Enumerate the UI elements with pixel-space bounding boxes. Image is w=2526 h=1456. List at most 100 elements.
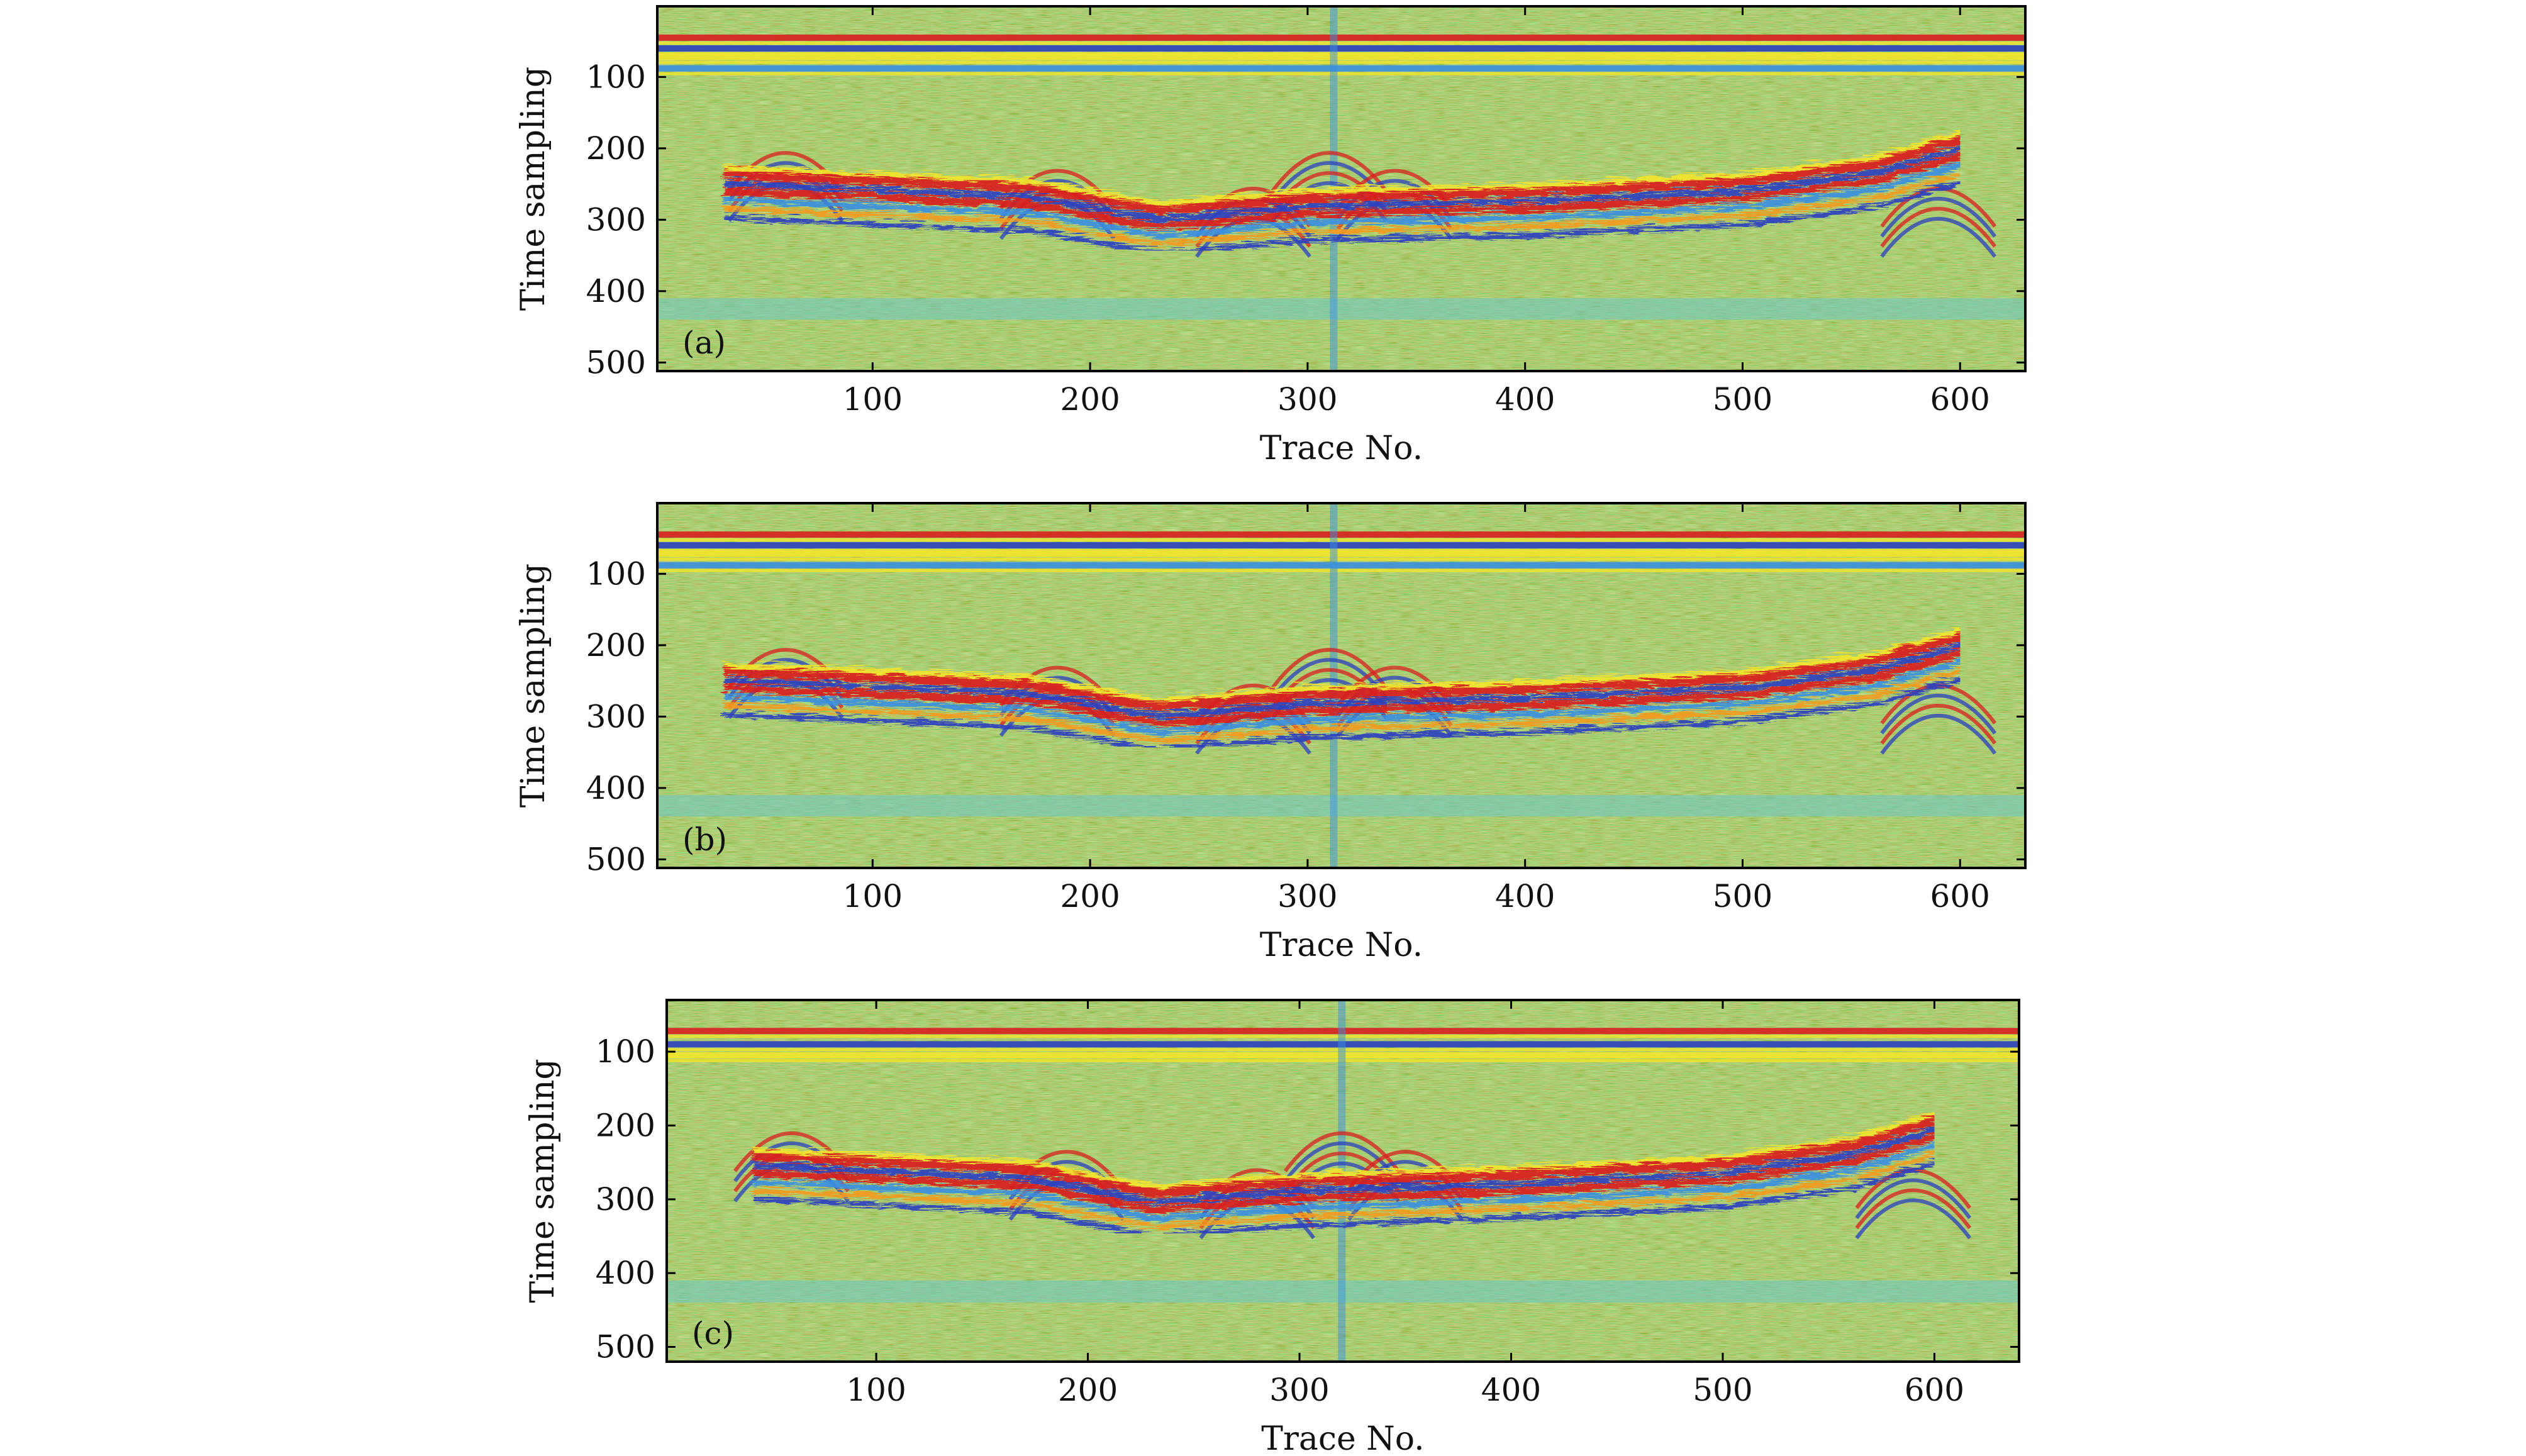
panel-0: 100 200 300 400 500 600 100 200 300 400 500 Trace N… — [515, 5, 2027, 467]
y-tick-label: 100 — [586, 555, 646, 592]
reflector-layer — [720, 126, 1961, 205]
direct-wave-band — [657, 557, 2025, 561]
x-tick-label: 200 — [1060, 381, 1120, 418]
direct-wave-band — [657, 65, 2025, 72]
main-reflector — [720, 623, 1962, 750]
x-tick-label: 100 — [843, 878, 903, 914]
y-tick-label: 300 — [586, 698, 646, 735]
x-tick-label: 300 — [1277, 381, 1337, 418]
x-tick-label: 200 — [1058, 1372, 1118, 1408]
x-tick-label: 500 — [1713, 878, 1772, 914]
reflector-layer — [720, 638, 1961, 717]
x-tick-label: 400 — [1495, 381, 1555, 418]
direct-wave-band — [657, 41, 2025, 45]
x-tick-label: 600 — [1930, 381, 1990, 418]
heatmap-area — [657, 503, 2025, 868]
direct-wave-band — [657, 562, 2025, 569]
reflector-layer — [748, 1122, 1935, 1203]
x-tick-label: 400 — [1481, 1372, 1541, 1408]
x-axis-label: Trace No. — [1261, 1420, 1424, 1456]
y-tick-label: 200 — [586, 130, 646, 167]
low-amplitude-band — [657, 298, 2025, 320]
direct-wave-band — [657, 542, 2025, 548]
reflector-layer — [749, 1157, 1935, 1236]
y-tick-label: 400 — [596, 1255, 655, 1291]
reflector-layer — [720, 664, 1961, 742]
diffraction-hyperbola — [1880, 187, 1997, 228]
y-tick-label: 100 — [596, 1033, 655, 1070]
x-tick-label: 200 — [1060, 878, 1120, 914]
x-tick-label: 400 — [1495, 878, 1555, 914]
y-axis-label: Time sampling — [515, 564, 552, 808]
diffraction-hyperbola — [1283, 1142, 1400, 1182]
heatmap-area — [667, 1000, 2019, 1362]
x-tick-label: 600 — [1905, 1372, 1964, 1408]
x-tick-label: 300 — [1277, 878, 1337, 914]
reflector-layer — [720, 176, 1961, 253]
y-tick-label: 100 — [586, 58, 646, 95]
direct-wave-band — [657, 53, 2025, 60]
panel-label: (b) — [682, 821, 727, 858]
direct-wave-band — [657, 531, 2025, 538]
y-axis-label: Time sampling — [515, 67, 552, 311]
diffraction-hyperbola — [1880, 684, 1997, 725]
panel-label: (a) — [682, 325, 726, 361]
main-reflector — [720, 126, 1962, 253]
diffraction-hyperbola — [1880, 694, 1997, 735]
direct-wave-band — [657, 60, 2025, 64]
y-tick-label: 400 — [586, 770, 646, 806]
x-axis-label: Trace No. — [1260, 926, 1423, 964]
diffraction-hyperbola — [1855, 1168, 1972, 1209]
reflector-layer — [720, 131, 1962, 213]
diffraction-hyperbola — [1855, 1198, 1972, 1240]
y-tick-label: 500 — [586, 841, 646, 877]
diffraction-hyperbola — [1855, 1188, 1972, 1230]
direct-wave-band — [657, 72, 2025, 75]
y-tick-label: 300 — [596, 1181, 655, 1218]
reflector-layer — [748, 1112, 1936, 1195]
reflector-layer — [748, 1129, 1936, 1211]
x-tick-label: 100 — [843, 381, 903, 418]
reflector-layer — [748, 1138, 1935, 1219]
reflector-layer — [720, 655, 1961, 733]
y-tick-label: 200 — [586, 627, 646, 664]
x-tick-label: 600 — [1930, 878, 1990, 914]
y-tick-label: 500 — [596, 1329, 655, 1365]
diffraction-hyperbola — [1271, 151, 1388, 192]
plot-frame — [656, 502, 2027, 869]
reflector-layer — [720, 142, 1961, 220]
diffraction-hyperbola — [1271, 648, 1388, 689]
y-axis-label: Time sampling — [524, 1059, 562, 1303]
reflector-layer — [720, 673, 1961, 750]
reflector-layer — [720, 623, 1961, 702]
x-tick-label: 300 — [1269, 1372, 1329, 1408]
panel-1: 100 200 300 400 500 600 100 200 300 400 500 Trace N… — [515, 502, 2027, 964]
x-tick-label: 100 — [846, 1372, 906, 1408]
x-tick-label: 500 — [1693, 1372, 1752, 1408]
low-amplitude-band — [657, 795, 2025, 817]
diffraction-hyperbola — [1880, 704, 1997, 745]
y-tick-label: 400 — [586, 273, 646, 309]
diffraction-hyperbola — [1880, 714, 1997, 755]
reflector-layer — [748, 1107, 1935, 1187]
direct-wave-band — [657, 550, 2025, 557]
x-tick-label: 500 — [1713, 381, 1772, 418]
direct-wave-band — [657, 45, 2025, 52]
reflector-layer — [720, 628, 1962, 709]
main-reflector — [748, 1107, 1936, 1236]
y-tick-label: 500 — [586, 344, 646, 381]
diffraction-hyperbola — [1880, 217, 1997, 258]
direct-wave-band — [657, 34, 2025, 41]
y-tick-label: 200 — [596, 1107, 655, 1143]
plot-frame — [665, 999, 2020, 1363]
direct-wave-band — [657, 52, 2025, 55]
diffraction-hyperbola — [1855, 1178, 1972, 1220]
diffraction-hyperbola — [1283, 1131, 1400, 1172]
diffraction-hyperbola — [1880, 207, 1997, 248]
reflector-layer — [720, 158, 1961, 236]
y-tick-label: 300 — [586, 201, 646, 238]
reflector-layer — [720, 645, 1961, 725]
reflector-layer — [720, 148, 1961, 228]
panel-label: (c) — [692, 1315, 734, 1352]
